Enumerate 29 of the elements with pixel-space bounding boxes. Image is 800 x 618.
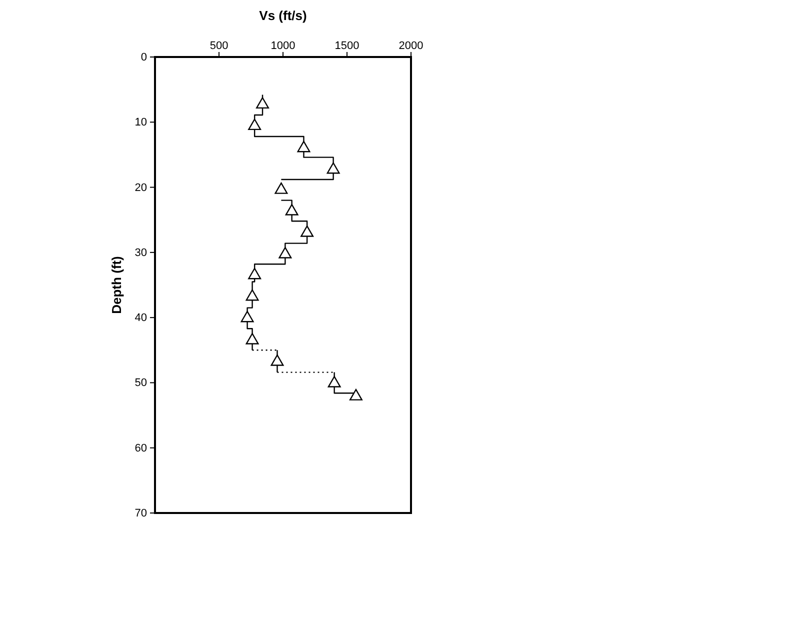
y-tick-label: 40 [134, 312, 147, 324]
point [349, 389, 362, 400]
y-tick-label: 50 [134, 377, 147, 390]
x-tick-label: 500 [210, 40, 228, 52]
y-tick-label: 30 [134, 246, 147, 259]
y-tick-label: 70 [134, 508, 147, 520]
point [270, 354, 284, 366]
x-tick-label: 1500 [334, 40, 360, 52]
point [240, 310, 254, 322]
x-tick-label: 1000 [270, 40, 296, 52]
point [285, 204, 298, 216]
y-tick-label: 60 [134, 442, 147, 454]
y-tick-label: 0 [140, 52, 147, 64]
y-axis-title: Depth (ft) [109, 256, 124, 314]
point [248, 268, 262, 280]
point [297, 140, 310, 152]
y-tick-label: 10 [134, 116, 147, 129]
y-tick-label: 20 [134, 182, 147, 194]
point [248, 118, 262, 130]
x-tick-label: 2000 [398, 40, 424, 52]
x-axis-title: Vs (ft/s) [259, 8, 307, 23]
point [246, 289, 259, 301]
point [246, 332, 259, 344]
point [328, 376, 341, 388]
point [278, 246, 292, 258]
point [274, 182, 288, 194]
point [300, 225, 314, 237]
point [256, 97, 270, 109]
point [326, 162, 340, 174]
